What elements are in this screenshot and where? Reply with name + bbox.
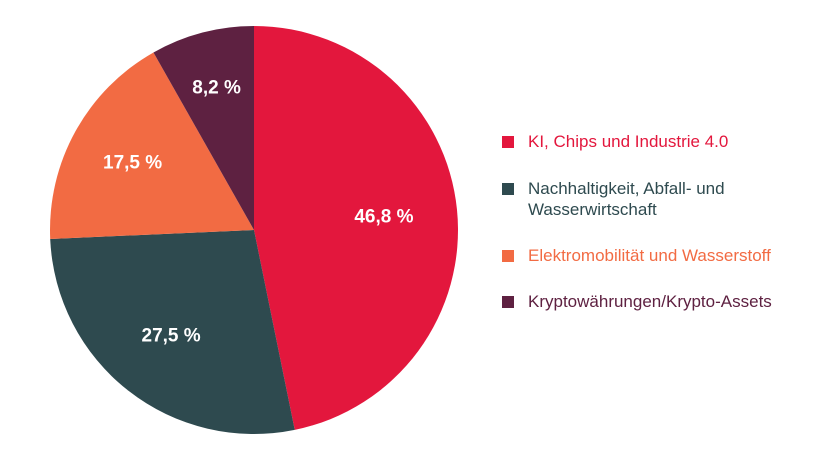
legend-swatch [502, 250, 514, 262]
slice-label-ki-chips: 46,8 % [354, 206, 413, 227]
pie-slice-krypto [153, 25, 254, 230]
pie-slices [50, 25, 458, 434]
slice-label-krypto: 8,2 % [192, 78, 241, 99]
legend-swatch [502, 136, 514, 148]
legend-item-elektromobilitaet: Elektromobilität und Wasserstoff [502, 245, 818, 266]
pie-slice-ki-chips [254, 26, 458, 430]
pie-slice-nachhaltigkeit [50, 230, 295, 434]
legend-label: Elektromobilität und Wasserstoff [528, 246, 771, 265]
legend-item-ki-chips: KI, Chips und Industrie 4.0 [502, 131, 818, 152]
legend-swatch [502, 183, 514, 195]
slice-label-nachhaltigkeit: 27,5 % [142, 326, 201, 347]
pie-slice-elektromobilitaet [50, 52, 255, 239]
legend-item-krypto: Kryptowährungen/Krypto-Assets [502, 291, 818, 312]
legend-item-nachhaltigkeit: Nachhaltigkeit, Abfall- und Wasserwirtsc… [502, 178, 778, 220]
slice-labels: 46,8 % 27,5 % 17,5 % 8,2 % [103, 78, 414, 347]
legend-label: KI, Chips und Industrie 4.0 [528, 132, 729, 151]
legend-swatch [502, 296, 514, 308]
slice-label-elektromobilitaet: 17,5 % [103, 152, 162, 173]
legend-label: Kryptowährungen/Krypto-Assets [528, 292, 772, 311]
legend-label: Nachhaltigkeit, Abfall- und Wasserwirtsc… [528, 179, 725, 219]
